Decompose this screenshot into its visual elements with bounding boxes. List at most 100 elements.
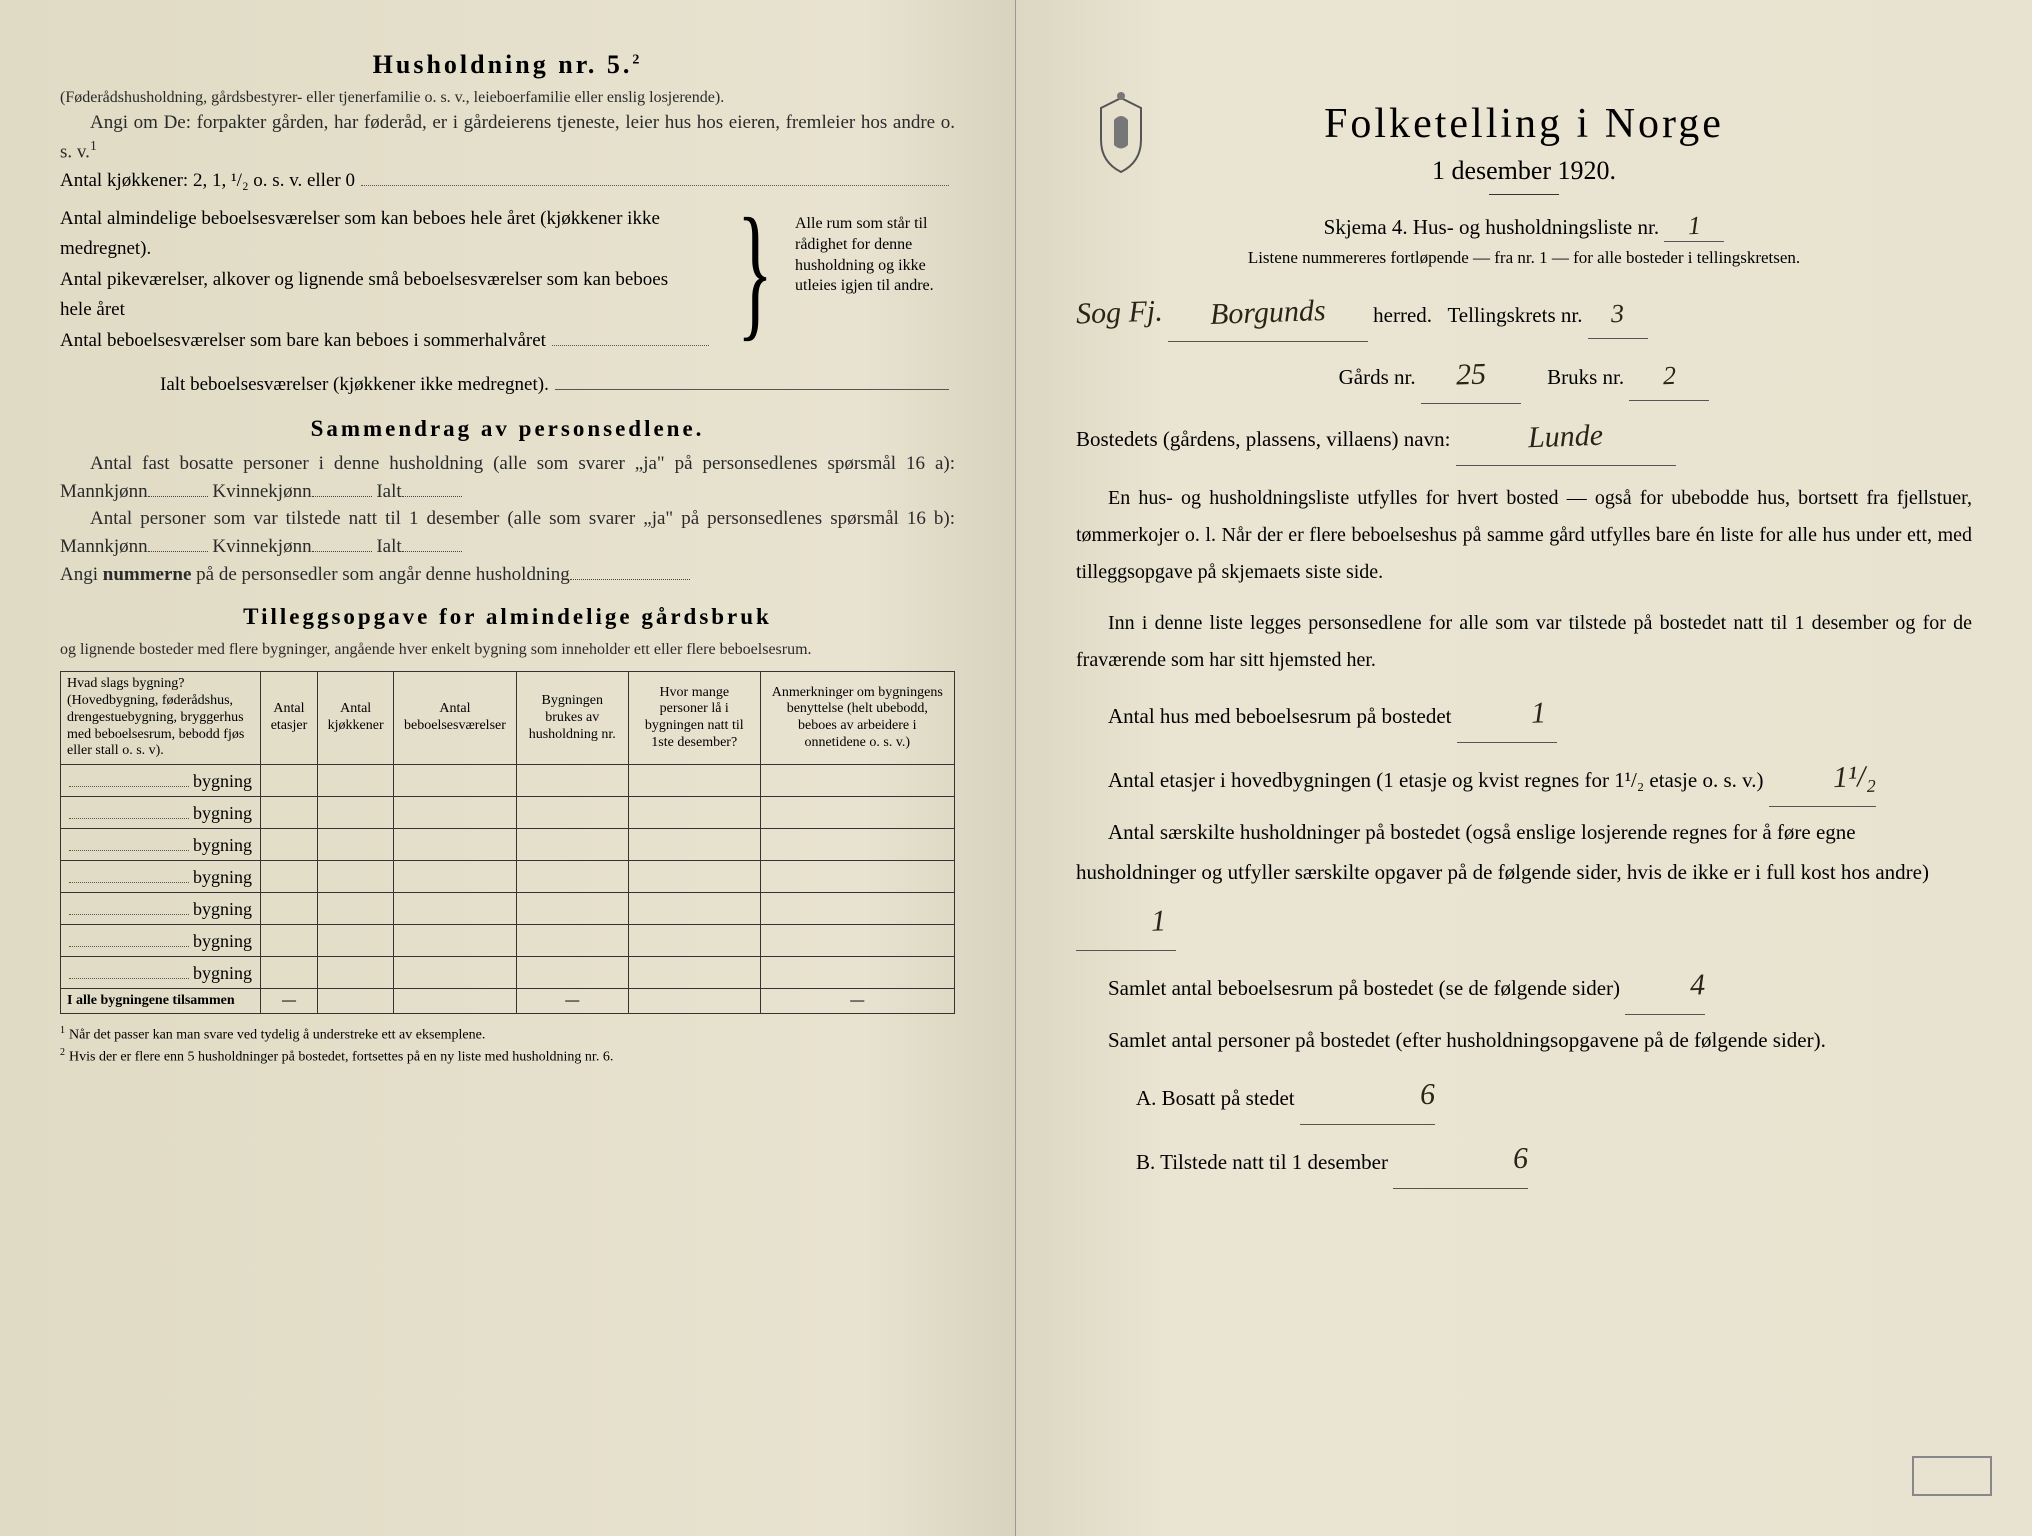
divider bbox=[1489, 194, 1559, 195]
household-5-title: Husholdning nr. 5.2 bbox=[60, 50, 955, 80]
bygning-label-cell: bygning bbox=[61, 829, 261, 861]
table-cell bbox=[516, 765, 628, 797]
table-cell bbox=[516, 861, 628, 893]
bygning-label-cell: bygning bbox=[61, 925, 261, 957]
table-cell bbox=[760, 829, 954, 861]
table-row: bygning bbox=[61, 925, 955, 957]
table-cell bbox=[760, 893, 954, 925]
tillegg-subtitle: og lignende bosteder med flere bygninger… bbox=[60, 638, 955, 661]
table-cell bbox=[317, 797, 393, 829]
herred-row: Sog Fj. Borgunds herred. Tellingskrets n… bbox=[1076, 284, 1972, 342]
rooms-brace-group: Antal almindelige beboelsesværelser som … bbox=[60, 204, 955, 356]
table-cell bbox=[261, 925, 318, 957]
table-cell bbox=[394, 829, 516, 861]
table-cell bbox=[760, 957, 954, 989]
table-cell bbox=[628, 829, 760, 861]
sammendrag-title: Sammendrag av personsedlene. bbox=[60, 416, 955, 442]
table-cell bbox=[394, 797, 516, 829]
gards-bruks-row: Gårds nr. 25 Bruks nr. 2 bbox=[1076, 346, 1972, 404]
table-cell bbox=[628, 861, 760, 893]
table-footer-row: I alle bygningene tilsammen — — — bbox=[61, 989, 955, 1014]
table-row: bygning bbox=[61, 797, 955, 829]
printer-stamp bbox=[1912, 1456, 1992, 1496]
brace-note: Alle rum som står til rådighet for denne… bbox=[795, 204, 955, 356]
table-row: bygning bbox=[61, 765, 955, 797]
table-cell bbox=[628, 797, 760, 829]
th-personer: Hvor mange personer lå i bygningen natt … bbox=[628, 672, 760, 765]
bosted-row: Bostedets (gårdens, plassens, villaens) … bbox=[1076, 408, 1972, 466]
table-cell bbox=[317, 925, 393, 957]
main-date: 1 desember 1920. bbox=[1076, 156, 1972, 186]
th-bygning: Hvad slags bygning? (Hovedbygning, føder… bbox=[61, 672, 261, 765]
bygning-label-cell: bygning bbox=[61, 893, 261, 925]
table-row: bygning bbox=[61, 829, 955, 861]
q5-row: Samlet antal personer på bostedet (efter… bbox=[1076, 1021, 1972, 1061]
bygning-label-cell: bygning bbox=[61, 861, 261, 893]
table-cell bbox=[261, 765, 318, 797]
footnotes: 1Når det passer kan man svare ved tydeli… bbox=[60, 1024, 955, 1067]
table-cell bbox=[628, 925, 760, 957]
th-brukes: Bygningen brukes av husholdning nr. bbox=[516, 672, 628, 765]
q3-row: Antal særskilte husholdninger på bostede… bbox=[1076, 813, 1972, 951]
footnote-1: 1Når det passer kan man svare ved tydeli… bbox=[60, 1024, 955, 1045]
table-cell bbox=[261, 957, 318, 989]
q1-row: Antal hus med beboelsesrum på bostedet 1 bbox=[1076, 685, 1972, 743]
room-line-2: Antal pikeværelser, alkover og lignende … bbox=[60, 265, 715, 326]
main-title: Folketelling i Norge bbox=[1076, 100, 1972, 148]
table-cell bbox=[394, 765, 516, 797]
th-etasjer: Antal etasjer bbox=[261, 672, 318, 765]
table-row: bygning bbox=[61, 861, 955, 893]
table-cell bbox=[760, 925, 954, 957]
ialt-rooms-line: Ialt beboelsesværelser (kjøkkener ikke m… bbox=[160, 370, 955, 400]
kitchen-count-line: Antal kjøkkener: 2, 1, ¹/₂ o. s. v. elle… bbox=[60, 166, 955, 196]
bygning-label-cell: bygning bbox=[61, 765, 261, 797]
left-page: Husholdning nr. 5.2 (Føderådshusholdning… bbox=[0, 0, 1016, 1536]
table-cell bbox=[317, 893, 393, 925]
crest-icon bbox=[1086, 90, 1156, 180]
table-cell bbox=[516, 925, 628, 957]
table-cell bbox=[760, 765, 954, 797]
room-line-1: Antal almindelige beboelsesværelser som … bbox=[60, 204, 715, 265]
table-cell bbox=[628, 893, 760, 925]
table-cell bbox=[760, 861, 954, 893]
table-cell bbox=[317, 829, 393, 861]
tillegg-title: Tilleggsopgave for almindelige gårdsbruk bbox=[60, 604, 955, 630]
table-cell bbox=[394, 861, 516, 893]
curly-brace-icon: } bbox=[735, 204, 775, 356]
th-beboelse: Antal beboelsesværelser bbox=[394, 672, 516, 765]
table-cell bbox=[261, 797, 318, 829]
table-cell bbox=[394, 957, 516, 989]
table-cell bbox=[317, 861, 393, 893]
right-page: Folketelling i Norge 1 desember 1920. Sk… bbox=[1016, 0, 2032, 1536]
table-cell bbox=[628, 957, 760, 989]
table-cell bbox=[394, 893, 516, 925]
table-cell bbox=[317, 957, 393, 989]
th-kjokkener: Antal kjøkkener bbox=[317, 672, 393, 765]
table-cell bbox=[261, 829, 318, 861]
q4-row: Samlet antal beboelsesrum på bostedet (s… bbox=[1076, 957, 1972, 1015]
skjema-line: Skjema 4. Hus- og husholdningsliste nr. … bbox=[1076, 211, 1972, 242]
q2-row: Antal etasjer i hovedbygningen (1 etasje… bbox=[1076, 749, 1972, 807]
table-header-row: Hvad slags bygning? (Hovedbygning, føder… bbox=[61, 672, 955, 765]
table-cell bbox=[760, 797, 954, 829]
table-row: bygning bbox=[61, 893, 955, 925]
sammendrag-16a: Antal fast bosatte personer i denne hush… bbox=[60, 450, 955, 505]
sammendrag-16b: Antal personer som var tilstede natt til… bbox=[60, 505, 955, 560]
bygning-label-cell: bygning bbox=[61, 797, 261, 829]
table-cell bbox=[628, 765, 760, 797]
table-cell bbox=[516, 893, 628, 925]
table-cell bbox=[516, 957, 628, 989]
document-spread: Husholdning nr. 5.2 (Føderådshusholdning… bbox=[0, 0, 2032, 1536]
footnote-2: 2Hvis der er flere enn 5 husholdninger p… bbox=[60, 1046, 955, 1067]
tillegg-table: Hvad slags bygning? (Hovedbygning, føder… bbox=[60, 671, 955, 1014]
th-anmerk: Anmerkninger om bygningens benyttelse (h… bbox=[760, 672, 954, 765]
sammendrag-numbers: Angi nummerne på de personsedler som ang… bbox=[60, 561, 955, 589]
bygning-label-cell: bygning bbox=[61, 957, 261, 989]
table-cell bbox=[394, 925, 516, 957]
sog-handwritten: Sog Fj. bbox=[1075, 283, 1164, 343]
table-cell bbox=[516, 797, 628, 829]
qA-row: A. Bosatt på stedet 6 bbox=[1076, 1067, 1972, 1125]
body-para-1: En hus- og husholdningsliste utfylles fo… bbox=[1076, 480, 1972, 591]
table-row: bygning bbox=[61, 957, 955, 989]
body-para-2: Inn i denne liste legges personsedlene f… bbox=[1076, 605, 1972, 679]
